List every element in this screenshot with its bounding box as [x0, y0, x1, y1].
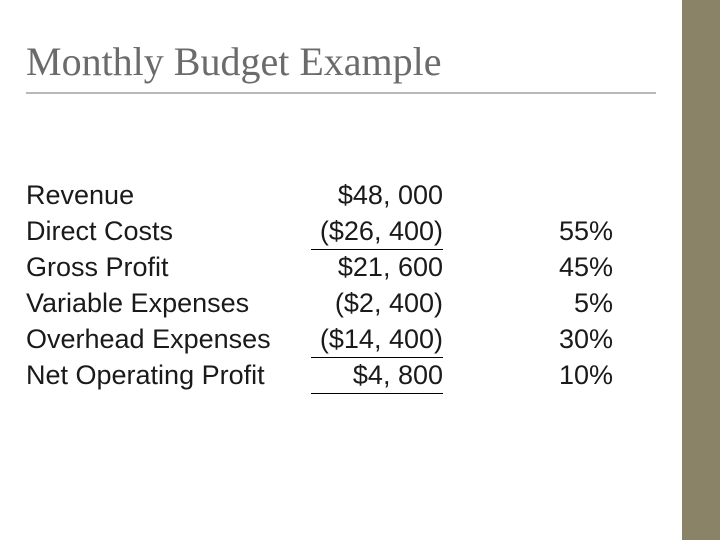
row-amount: ($14, 400) — [311, 322, 443, 359]
row-pct: 55% — [443, 214, 613, 250]
row-amount: $21, 600 — [311, 250, 443, 286]
budget-table: Revenue $48, 000 Direct Costs ($26, 400)… — [26, 178, 662, 394]
decorative-sidebar — [682, 0, 720, 540]
row-pct: 45% — [443, 250, 613, 286]
title-underline — [26, 92, 656, 94]
row-pct: 30% — [443, 322, 613, 358]
table-row: Overhead Expenses ($14, 400) 30% — [26, 322, 662, 358]
row-pct: 10% — [443, 358, 613, 394]
table-row: Direct Costs ($26, 400) 55% — [26, 214, 662, 250]
row-amount: $48, 000 — [311, 178, 443, 214]
row-label: Net Operating Profit — [26, 358, 311, 394]
row-label: Variable Expenses — [26, 286, 311, 322]
row-amount: $4, 800 — [311, 358, 443, 395]
row-label: Revenue — [26, 178, 311, 214]
row-amount: ($2, 400) — [311, 286, 443, 322]
table-row: Revenue $48, 000 — [26, 178, 662, 214]
row-amount: ($26, 400) — [311, 214, 443, 251]
row-label: Direct Costs — [26, 214, 311, 250]
row-label: Gross Profit — [26, 250, 311, 286]
row-pct: 5% — [443, 286, 613, 322]
page-title: Monthly Budget Example — [26, 38, 442, 85]
table-row: Variable Expenses ($2, 400) 5% — [26, 286, 662, 322]
row-label: Overhead Expenses — [26, 322, 311, 358]
table-row: Net Operating Profit $4, 800 10% — [26, 358, 662, 394]
table-row: Gross Profit $21, 600 45% — [26, 250, 662, 286]
